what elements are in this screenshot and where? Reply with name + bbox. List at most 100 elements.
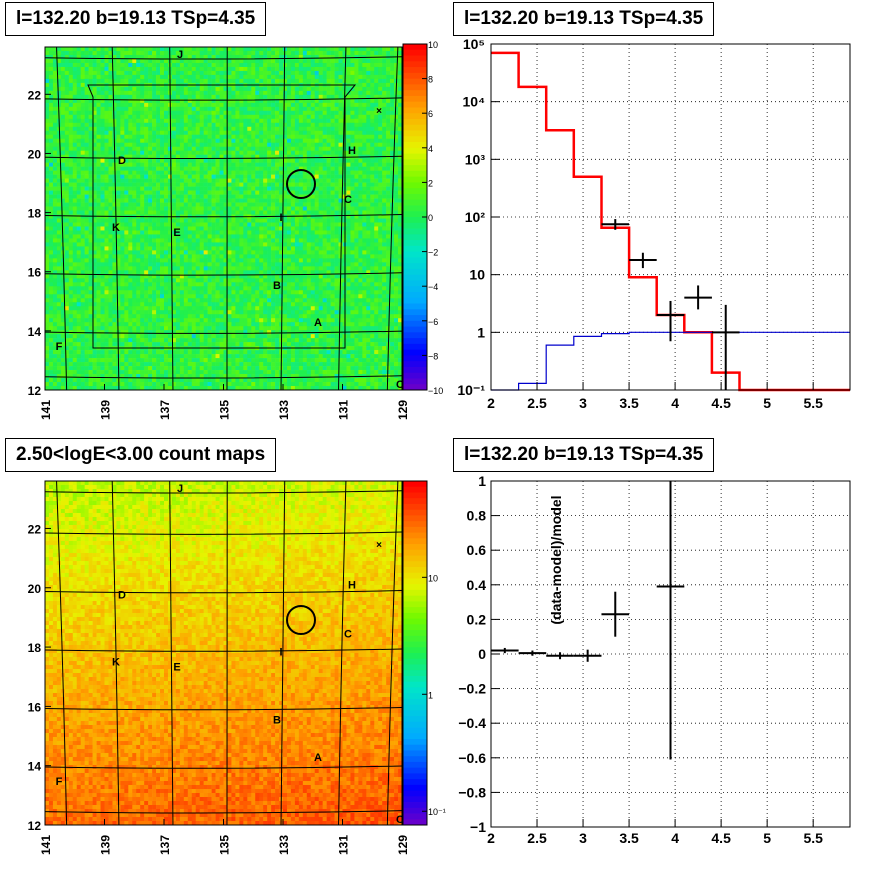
- y-tick-label: 1: [478, 473, 486, 489]
- parallel-line: [44, 490, 403, 494]
- colorbar-tick-label: 1: [428, 690, 433, 700]
- x-tick-label: 137: [158, 400, 172, 420]
- meridian-line: [386, 46, 399, 391]
- x-tick-label: 4: [671, 395, 679, 411]
- source-label: C: [344, 194, 352, 206]
- y-tick-label: 10⁴: [463, 94, 486, 110]
- y-tick-label: 10: [469, 267, 485, 283]
- spectrum-data-point: [629, 252, 657, 269]
- y-tick-label: 10⁵: [463, 36, 485, 52]
- x-tick-label: 131: [337, 400, 351, 420]
- y-tick-label: 0.8: [467, 508, 487, 524]
- source-label: E: [173, 662, 180, 674]
- meridian-line: [111, 480, 120, 826]
- y-tick-label: 20: [28, 582, 42, 596]
- model-spectrum-line: [491, 51, 850, 392]
- x-tick-label: 137: [158, 835, 172, 855]
- source-label: A: [314, 752, 322, 764]
- x-tick-label: 4.5: [711, 830, 731, 846]
- title-count-map: 2.50<logE<3.00 count maps: [5, 438, 277, 472]
- meridian-line: [169, 46, 174, 391]
- x-tick-label: 3: [579, 395, 587, 411]
- y-tick-label: −0.6: [458, 750, 486, 766]
- y-tick-label: 12: [28, 819, 42, 833]
- parallel-line: [44, 330, 403, 334]
- source-label: J: [177, 49, 183, 61]
- y-tick-label: 22: [28, 522, 42, 536]
- parallel-line: [44, 590, 403, 594]
- colorbar-tick-label: −8: [428, 351, 438, 361]
- colorbar-tick-label: 2: [428, 178, 433, 188]
- parallel-line: [44, 97, 403, 101]
- parallel-line: [44, 155, 403, 159]
- meridian-line: [280, 46, 286, 391]
- residual-data-point: [656, 481, 685, 760]
- source-label: H: [348, 579, 356, 591]
- y-tick-label: 22: [28, 88, 42, 102]
- colorbar-2-frame: [402, 480, 428, 826]
- colorbar-tick-label: −10: [428, 386, 443, 396]
- y-tick-label: 16: [28, 266, 42, 280]
- x-tick-label: 2.5: [527, 395, 547, 411]
- source-label: C: [344, 628, 352, 640]
- x-tick-label: 2: [487, 395, 495, 411]
- parallel-line: [44, 531, 403, 535]
- colorbar-tick-label: 10: [428, 40, 438, 50]
- title-significance-map: l=132.20 b=19.13 TSp=4.35: [5, 2, 267, 36]
- colorbar-tick-label: 6: [428, 109, 433, 119]
- background-spectrum-line: [491, 331, 850, 391]
- y-tick-label: 10²: [465, 209, 486, 225]
- source-label: ×: [376, 106, 382, 117]
- source-label: F: [56, 341, 63, 353]
- colorbar-tick-label: 0: [428, 213, 433, 223]
- residual-data-point: [546, 652, 574, 660]
- x-tick-label: 141: [39, 400, 53, 420]
- x-tick-label: 4: [671, 830, 679, 846]
- parallel-line: [44, 214, 403, 218]
- source-position-circle: [286, 605, 316, 635]
- source-label: D: [118, 155, 126, 167]
- parallel-line: [44, 56, 403, 60]
- source-label: D: [118, 589, 126, 601]
- spectrum-data-point: [684, 285, 712, 310]
- x-tick-label: 5.5: [803, 830, 823, 846]
- spectrum-data-point: [711, 304, 740, 390]
- source-label: H: [348, 145, 356, 157]
- y-tick-label: 1: [477, 324, 485, 340]
- parallel-line: [44, 706, 403, 711]
- x-tick-label: 5: [763, 830, 771, 846]
- source-label: A: [314, 317, 322, 329]
- y-tick-label: 0.4: [467, 577, 487, 593]
- parallel-line: [44, 810, 403, 814]
- y-tick-label: 20: [28, 147, 42, 161]
- colorbar-tick-label: 10⁻¹: [428, 807, 446, 817]
- colorbar-tick-label: 4: [428, 144, 433, 154]
- colorbar-0-gradient: [403, 44, 427, 391]
- source-label: J: [177, 483, 183, 495]
- x-tick-label: 3: [579, 830, 587, 846]
- y-tick-label: 14: [28, 325, 42, 339]
- y-tick-label: −0.8: [458, 784, 486, 800]
- heatmap-0-coord-grid: [44, 46, 403, 391]
- residual-data-point: [573, 649, 602, 662]
- source-label: E: [173, 227, 180, 239]
- y-tick-label: 0.2: [467, 611, 487, 627]
- heatmap-2-pixels: [45, 481, 403, 826]
- colorbar-tick-label: 10: [428, 573, 438, 583]
- residual-data-point: [518, 650, 547, 656]
- title-residuals: l=132.20 b=19.13 TSp=4.35: [453, 438, 715, 472]
- meridian-line: [338, 46, 347, 391]
- source-label: I: [279, 647, 282, 659]
- heatmap-2-coord-grid: [44, 480, 403, 826]
- meridian-line: [56, 480, 68, 826]
- y-tick-label: 14: [28, 760, 42, 774]
- x-tick-label: 133: [277, 400, 291, 420]
- x-tick-label: 135: [218, 400, 232, 420]
- colorbar-tick-label: −4: [428, 282, 438, 292]
- parallel-line: [44, 648, 403, 652]
- meridian-line: [338, 480, 347, 826]
- colorbar-2-gradient: [403, 481, 427, 826]
- source-label: ×: [376, 540, 382, 551]
- y-tick-label: 0: [478, 646, 486, 662]
